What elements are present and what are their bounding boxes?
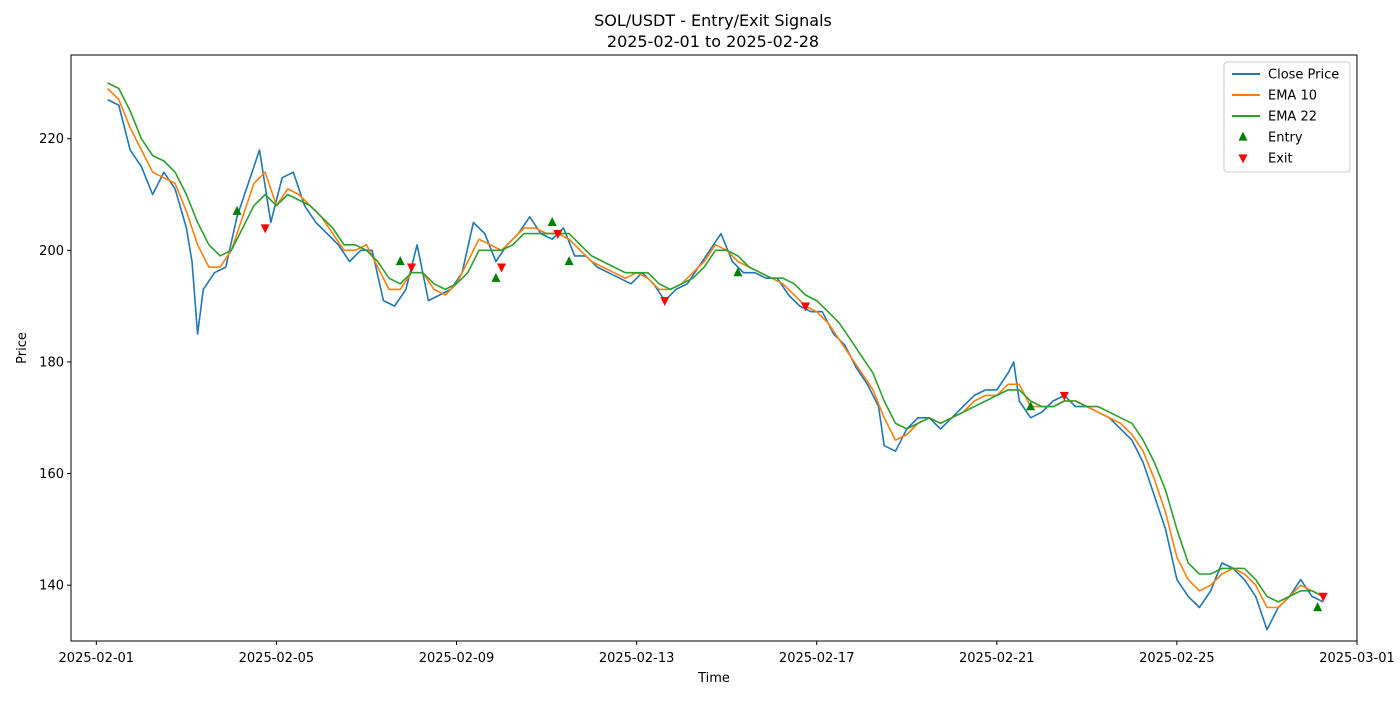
x-tick-label-7: 2025-02-25 <box>1139 651 1215 666</box>
axes-frame <box>70 54 1358 642</box>
x-axis-label: Time <box>697 671 730 686</box>
legend-swatch-exit <box>1238 154 1248 164</box>
legend-label-entry: Entry <box>1268 131 1303 146</box>
y-axis-label: Price <box>15 332 30 364</box>
exit-marker-1 <box>260 224 270 234</box>
y-tick-label-2: 160 <box>39 467 64 482</box>
exit-marker-5 <box>660 296 670 306</box>
exit-marker-7 <box>1059 391 1069 401</box>
x-tick-label-6: 2025-02-21 <box>959 651 1035 666</box>
entry-marker-8 <box>1313 602 1323 612</box>
entry-marker-7 <box>1026 401 1036 411</box>
exit-marker-3 <box>497 263 507 273</box>
legend-swatch-entry <box>1238 131 1248 141</box>
exit-marker-6 <box>800 302 810 312</box>
legend: Close Price EMA 10 EMA 22 Entry Exit <box>1223 61 1351 173</box>
chart-title-line-1: SOL/USDT - Entry/Exit Signals <box>594 11 832 30</box>
entry-marker-1 <box>232 205 242 215</box>
exit-marker-8 <box>1318 592 1328 602</box>
x-tick-label-1: 2025-02-01 <box>59 651 135 666</box>
series-layer <box>107 82 1324 631</box>
entry-marker-2 <box>395 256 405 266</box>
legend-box <box>1223 61 1351 173</box>
legend-label-ema-22: EMA 22 <box>1268 110 1317 125</box>
legend-label-exit: Exit <box>1268 152 1293 167</box>
marker-layer <box>232 205 1328 612</box>
y-tick-label-4: 200 <box>39 244 64 259</box>
entry-marker-3 <box>491 272 501 282</box>
legend-label-close-price: Close Price <box>1268 68 1339 83</box>
y-tick-label-3: 180 <box>39 355 64 370</box>
x-tick-label-8: 2025-03-01 <box>1319 651 1395 666</box>
y-tick-label-1: 140 <box>39 579 64 594</box>
x-tick-label-4: 2025-02-13 <box>599 651 675 666</box>
exit-marker-2 <box>406 263 416 273</box>
x-tick-label-2: 2025-02-05 <box>239 651 315 666</box>
y-tick-label-5: 220 <box>39 132 64 147</box>
x-axis: 2025-02-01 2025-02-05 2025-02-09 2025-02-13… <box>59 641 1395 666</box>
legend-label-ema-10: EMA 10 <box>1268 89 1317 104</box>
entry-marker-4 <box>547 217 557 227</box>
entry-marker-5 <box>564 256 574 266</box>
chart-title-line-2: 2025-02-01 to 2025-02-28 <box>607 32 819 51</box>
exit-marker-4 <box>553 229 563 239</box>
series-line-close-price <box>107 98 1324 631</box>
x-tick-label-3: 2025-02-09 <box>419 651 495 666</box>
entry-marker-6 <box>733 267 743 277</box>
y-axis: 140 160 180 200 220 <box>39 132 71 594</box>
series-line-ema-22 <box>107 82 1324 603</box>
x-tick-label-5: 2025-02-17 <box>779 651 855 666</box>
